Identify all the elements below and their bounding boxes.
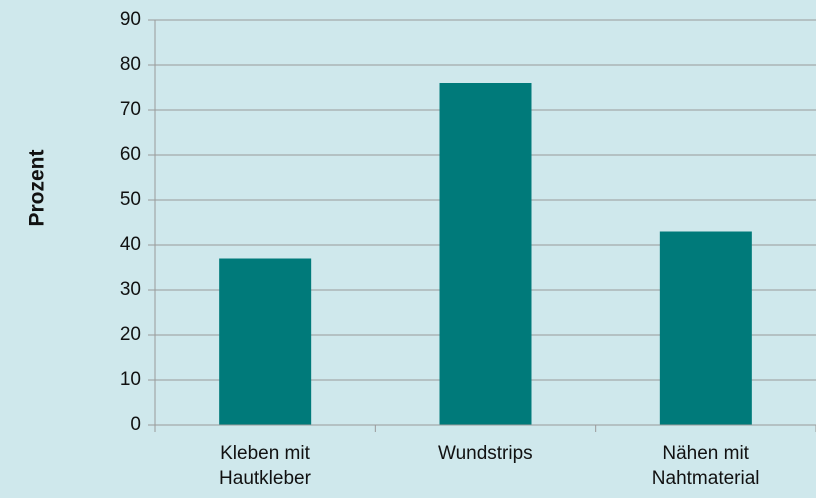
bar: [219, 258, 312, 425]
y-tick-label: 60: [120, 144, 141, 165]
y-tick-label: 90: [120, 9, 141, 30]
y-axis-label: Prozent: [26, 149, 49, 226]
x-tick-label: Nähen mit Nahtmaterial: [651, 443, 760, 489]
x-tick-label: Kleben mit Hautkleber: [219, 443, 311, 489]
y-tick-label: 40: [120, 234, 141, 255]
y-tick-label: 70: [120, 99, 141, 120]
y-tick-label: 80: [120, 54, 141, 75]
y-tick-label: 50: [120, 189, 141, 210]
x-tick-label: Wundstrips: [437, 443, 533, 464]
y-tick-label: 10: [120, 369, 141, 390]
bar: [439, 83, 532, 425]
y-tick-label: 0: [130, 414, 141, 435]
bar: [659, 231, 752, 425]
y-tick-label: 30: [120, 279, 141, 300]
y-tick-label: 20: [120, 324, 141, 345]
